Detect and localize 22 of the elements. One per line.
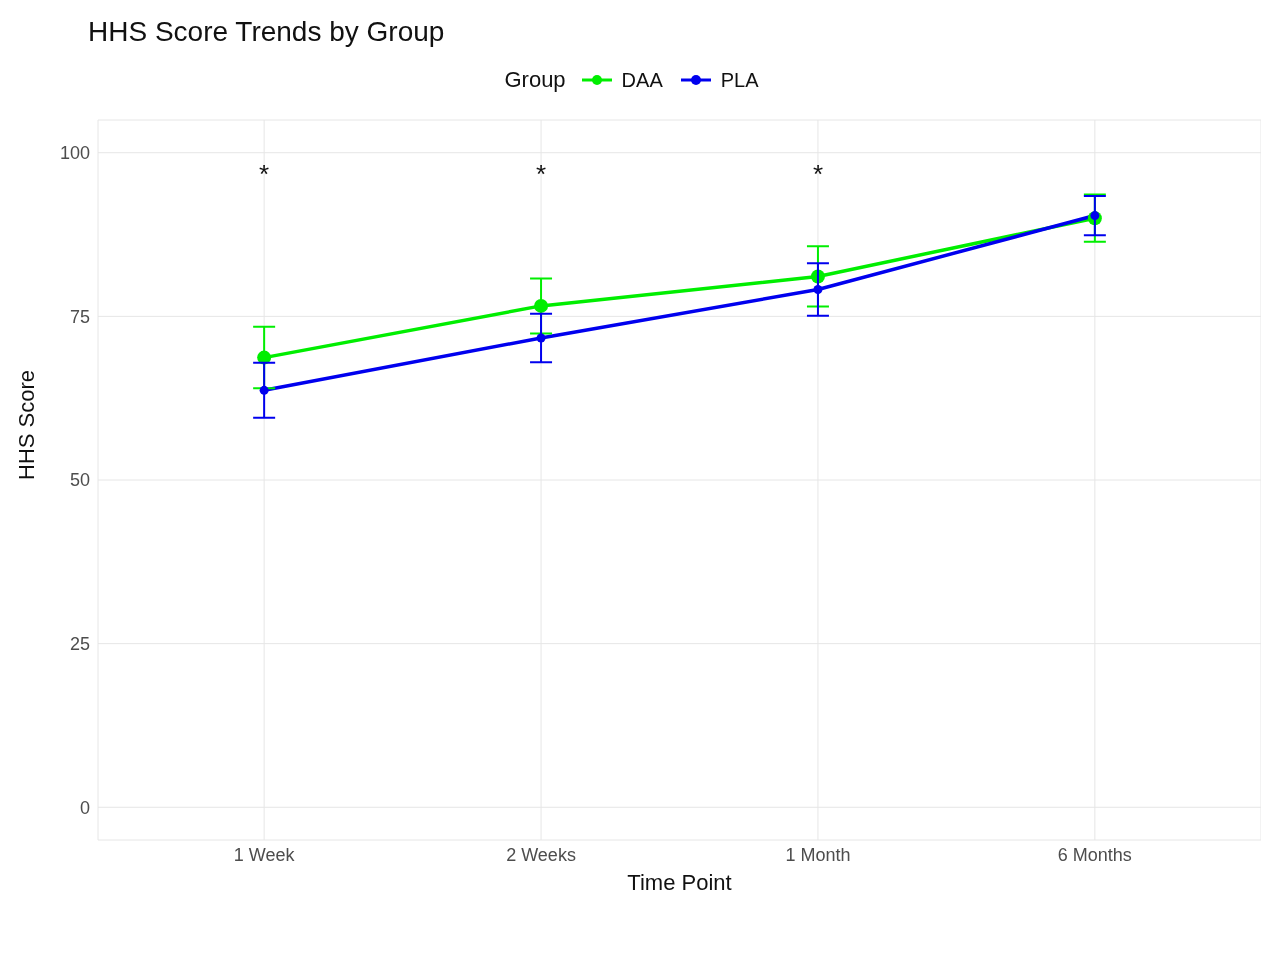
x-tick-label: 2 Weeks — [506, 844, 576, 865]
y-axis-title: HHS Score — [13, 369, 39, 480]
x-axis-title: Time Point — [627, 870, 732, 895]
legend-label: PLA — [720, 68, 759, 92]
y-tick-label: 75 — [69, 306, 90, 327]
legend-title: Group — [504, 67, 566, 93]
point — [259, 385, 269, 395]
legend-label: DAA — [621, 68, 663, 92]
annotation: * — [259, 159, 270, 190]
x-tick-label: 6 Months — [1057, 844, 1132, 865]
y-tick-label: 0 — [79, 797, 90, 818]
annotation: * — [812, 159, 824, 190]
y-tick-label: 25 — [69, 634, 90, 655]
x-tick-label: 1 Month — [785, 844, 851, 865]
y-tick-label: 50 — [69, 470, 90, 491]
point — [534, 298, 549, 313]
annotation: * — [535, 159, 547, 190]
chart-title: HHS Score Trends by Group — [87, 15, 446, 49]
point — [813, 285, 823, 295]
x-tick-label: 1 Week — [233, 844, 296, 865]
y-tick-label: 100 — [59, 143, 90, 164]
point — [536, 333, 546, 343]
